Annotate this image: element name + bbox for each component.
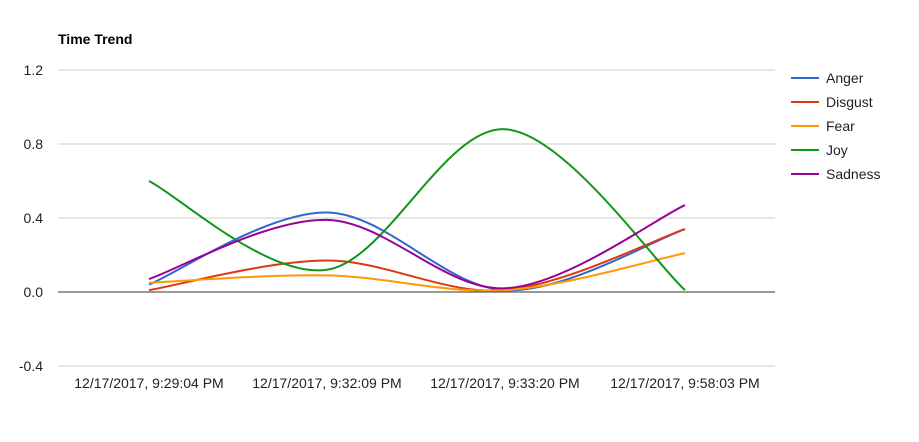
y-axis-tick-labels: 1.2 0.8 0.4 0.0 -0.4	[19, 62, 43, 374]
legend-item-fear: Fear	[791, 118, 855, 134]
legend-label: Anger	[826, 70, 864, 86]
legend: Anger Disgust Fear Joy Sadness	[791, 70, 880, 182]
series-lines	[148, 128, 686, 292]
x-tick-label: 12/17/2017, 9:32:09 PM	[252, 375, 401, 391]
series-line-anger	[148, 211, 686, 292]
x-tick-label: 12/17/2017, 9:33:20 PM	[430, 375, 579, 391]
series-line-disgust	[148, 228, 686, 292]
series-line-sadness	[148, 204, 686, 290]
legend-item-joy: Joy	[791, 142, 848, 158]
y-tick-label: -0.4	[19, 358, 43, 374]
y-tick-label: 1.2	[24, 62, 44, 78]
series-line-fear	[148, 252, 686, 292]
legend-item-disgust: Disgust	[791, 94, 873, 110]
legend-label: Disgust	[826, 94, 873, 110]
legend-item-sadness: Sadness	[791, 166, 880, 182]
y-tick-label: 0.8	[24, 136, 44, 152]
chart-title: Time Trend	[58, 31, 132, 47]
legend-label: Fear	[826, 118, 855, 134]
x-axis-tick-labels: 12/17/2017, 9:29:04 PM 12/17/2017, 9:32:0…	[74, 375, 759, 391]
gridlines	[58, 69, 775, 367]
legend-label: Sadness	[826, 166, 880, 182]
legend-item-anger: Anger	[791, 70, 864, 86]
series-line-joy	[148, 128, 686, 291]
x-tick-label: 12/17/2017, 9:58:03 PM	[610, 375, 759, 391]
y-tick-label: 0.4	[24, 210, 44, 226]
legend-label: Joy	[826, 142, 848, 158]
y-tick-label: 0.0	[24, 284, 44, 300]
x-tick-label: 12/17/2017, 9:29:04 PM	[74, 375, 223, 391]
